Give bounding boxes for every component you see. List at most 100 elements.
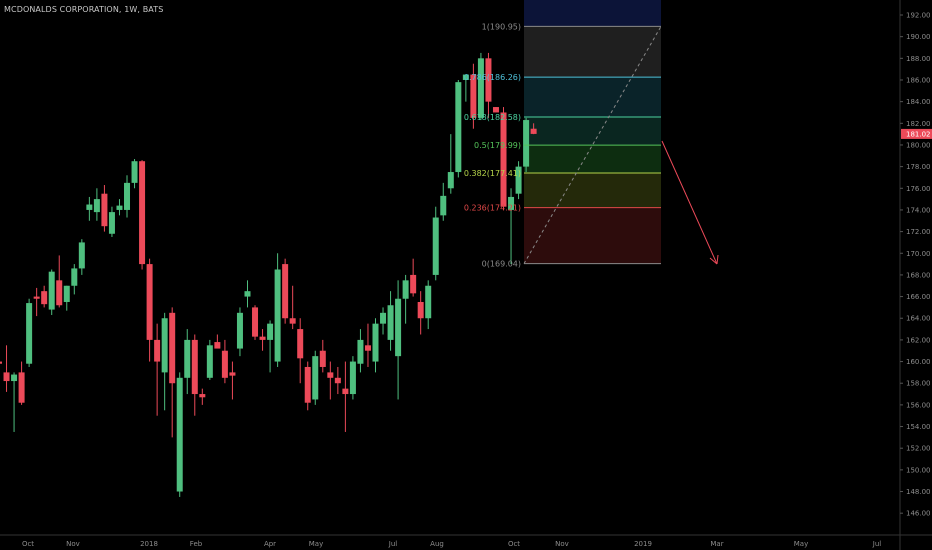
candle-body [71,268,78,286]
candle-body [56,280,63,306]
chart-title: MCDONALDS CORPORATION, 1W, BATS [4,5,164,14]
candle-body [447,172,454,189]
last-price-tag [901,128,932,139]
y-tick-label: 166.00 [906,293,931,301]
x-tick-label: May [309,540,323,548]
y-tick-label: 182.00 [906,120,931,128]
y-tick-label: 174.00 [906,206,931,214]
candle-body [161,318,168,373]
candle-body [229,372,236,376]
candle-body [380,312,387,324]
fib-level-label: 0.5(179.99) [474,141,521,150]
y-tick-label: 176.00 [906,185,931,193]
fib-level-label: 0.786(186.26) [464,73,521,82]
candle-body [139,161,146,265]
y-tick-label: 158.00 [906,380,931,388]
candle-body [342,388,349,395]
x-tick-label: Oct [508,540,520,548]
candle-body [470,74,477,118]
candle-body [327,372,334,378]
candle-body [0,361,2,364]
candle-body [357,339,364,364]
fib-level-label: 0.382(177.41) [464,169,521,178]
candle-body [417,301,424,319]
candle-body [116,205,123,210]
candle-body [312,356,319,400]
candle-body [297,329,304,359]
candle-body [387,305,394,340]
candle-body [124,182,131,210]
candle-body [259,336,266,340]
candle-body [334,377,341,384]
candle-body [214,342,221,349]
x-tick-label: 2018 [140,540,158,548]
y-tick-label: 146.00 [906,510,931,518]
candle-body [101,193,108,227]
x-tick-label: Nov [555,540,569,548]
candle-body [199,394,206,398]
fib-level-label: 0(169.04) [482,260,521,269]
candle-body [455,82,462,173]
x-tick-label: Nov [66,540,80,548]
y-tick-label: 192.00 [906,12,931,20]
candle-body [432,217,439,275]
fib-zone [524,0,661,27]
candle-body [440,195,447,216]
x-tick-label: Mar [710,540,723,548]
x-tick-label: 2019 [634,540,652,548]
candle-body [221,350,228,378]
candle-body [78,242,85,269]
candle-body [410,274,417,294]
candle-body [176,377,183,492]
y-tick-label: 170.00 [906,250,931,258]
y-tick-label: 180.00 [906,141,931,149]
candle-body [146,264,153,340]
candle-body [274,269,281,362]
candle-body [169,312,176,384]
candle-body [402,280,409,299]
candle-body [500,112,507,207]
candle-body [3,372,10,382]
candle-body [477,58,484,118]
candle-body [364,345,371,351]
last-price-label: 181.02 [906,130,931,138]
candle-body [206,345,213,378]
candle-body [319,350,326,367]
x-tick-label: Aug [430,540,444,548]
candle-body [11,374,18,382]
candle-body [63,285,70,302]
candle-body [108,212,115,234]
y-tick-label: 168.00 [906,271,931,279]
y-tick-label: 188.00 [906,55,931,63]
candle-body [93,199,100,213]
y-tick-label: 162.00 [906,336,931,344]
y-tick-label: 156.00 [906,401,931,409]
candle-body [289,318,296,324]
x-tick-label: Jul [872,540,882,548]
candle-body [523,120,530,167]
fib-zone [524,117,661,146]
candle-body [462,74,469,80]
y-tick-label: 152.00 [906,445,931,453]
candle-body [267,323,274,340]
y-tick-label: 186.00 [906,76,931,84]
candle-body [530,128,537,134]
fib-level-label: 0.618(182.58) [464,113,521,122]
candle-body [131,161,138,183]
candle-body [48,271,55,310]
fib-zone [524,207,661,264]
y-tick-label: 164.00 [906,315,931,323]
candle-body [191,339,198,395]
y-tick-label: 178.00 [906,163,931,171]
fib-trend-line [523,26,662,264]
y-tick-label: 148.00 [906,488,931,496]
candle-body [395,298,402,357]
x-tick-label: Oct [22,540,34,548]
y-tick-label: 190.00 [906,33,931,41]
candle-body [184,339,191,378]
candle-body [349,361,356,395]
fib-level-label: 0.236(174.21) [464,204,521,213]
candle-body [515,166,522,194]
candle-body [304,366,311,403]
